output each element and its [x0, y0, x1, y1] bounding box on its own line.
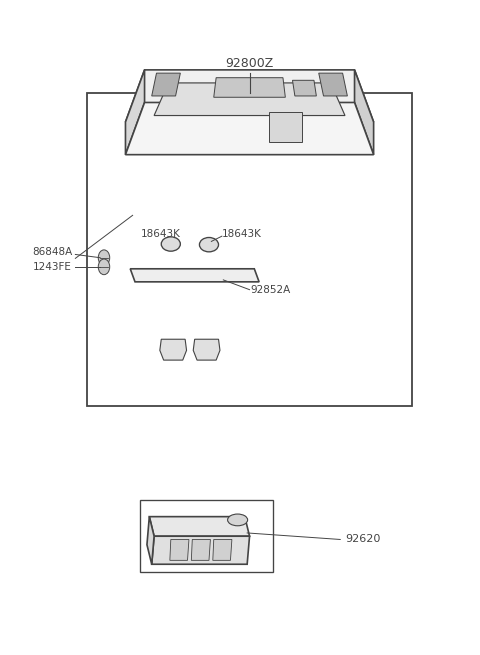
Bar	[87, 93, 412, 405]
Text: 1243FE: 1243FE	[33, 263, 72, 272]
Circle shape	[98, 259, 110, 274]
Polygon shape	[149, 517, 250, 536]
Polygon shape	[125, 102, 373, 155]
Polygon shape	[152, 73, 180, 96]
Polygon shape	[160, 339, 187, 360]
Polygon shape	[130, 269, 259, 282]
Polygon shape	[152, 536, 250, 564]
Polygon shape	[154, 83, 345, 115]
Text: 18643K: 18643K	[141, 229, 181, 239]
Polygon shape	[213, 540, 232, 560]
Polygon shape	[214, 78, 285, 97]
Bar	[269, 112, 302, 141]
Text: 92620: 92620	[345, 534, 380, 544]
Text: 92800Z: 92800Z	[226, 57, 274, 70]
Ellipse shape	[161, 237, 180, 251]
Text: 92852A: 92852A	[251, 285, 291, 295]
Circle shape	[98, 250, 110, 265]
Polygon shape	[170, 540, 189, 560]
Polygon shape	[192, 540, 210, 560]
Polygon shape	[125, 70, 144, 155]
Ellipse shape	[199, 238, 218, 252]
Ellipse shape	[228, 514, 248, 526]
Bar	[140, 500, 274, 572]
Polygon shape	[193, 339, 220, 360]
Polygon shape	[292, 81, 316, 96]
Text: 86848A: 86848A	[33, 248, 72, 257]
Polygon shape	[355, 70, 373, 155]
Text: 18643K: 18643K	[222, 229, 262, 239]
Polygon shape	[125, 70, 373, 122]
Polygon shape	[319, 73, 348, 96]
Polygon shape	[147, 517, 154, 564]
